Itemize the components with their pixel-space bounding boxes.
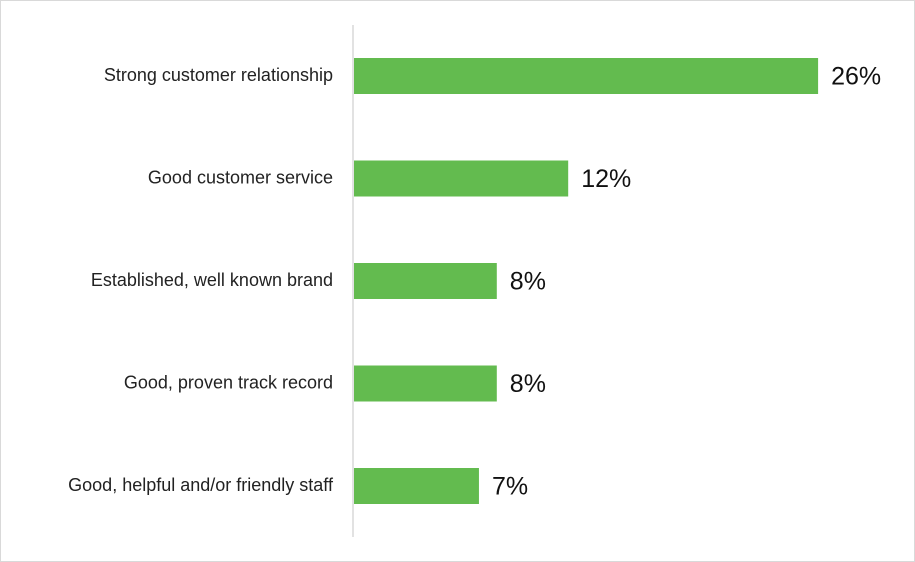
value-label-4: 7% <box>492 473 528 501</box>
bar-1 <box>354 160 569 197</box>
value-label-1: 12% <box>581 165 631 193</box>
category-label-3: Good, proven track record <box>124 372 333 392</box>
category-label-1: Good customer service <box>148 167 333 187</box>
category-labels: Strong customer relationship Good custome… <box>68 65 334 495</box>
category-label-4: Good, helpful and/or friendly staff <box>68 475 334 495</box>
bar-2 <box>354 263 497 299</box>
bar-4 <box>354 468 479 504</box>
category-label-2: Established, well known brand <box>91 270 333 290</box>
value-label-3: 8% <box>510 370 546 398</box>
value-label-0: 26% <box>831 63 881 91</box>
value-labels: 26% 12% 8% 8% 7% <box>492 63 881 501</box>
value-label-2: 8% <box>510 268 546 296</box>
bar-3 <box>354 365 497 402</box>
category-label-0: Strong customer relationship <box>104 65 333 85</box>
bars-group <box>354 58 819 504</box>
bar-0 <box>354 58 819 94</box>
